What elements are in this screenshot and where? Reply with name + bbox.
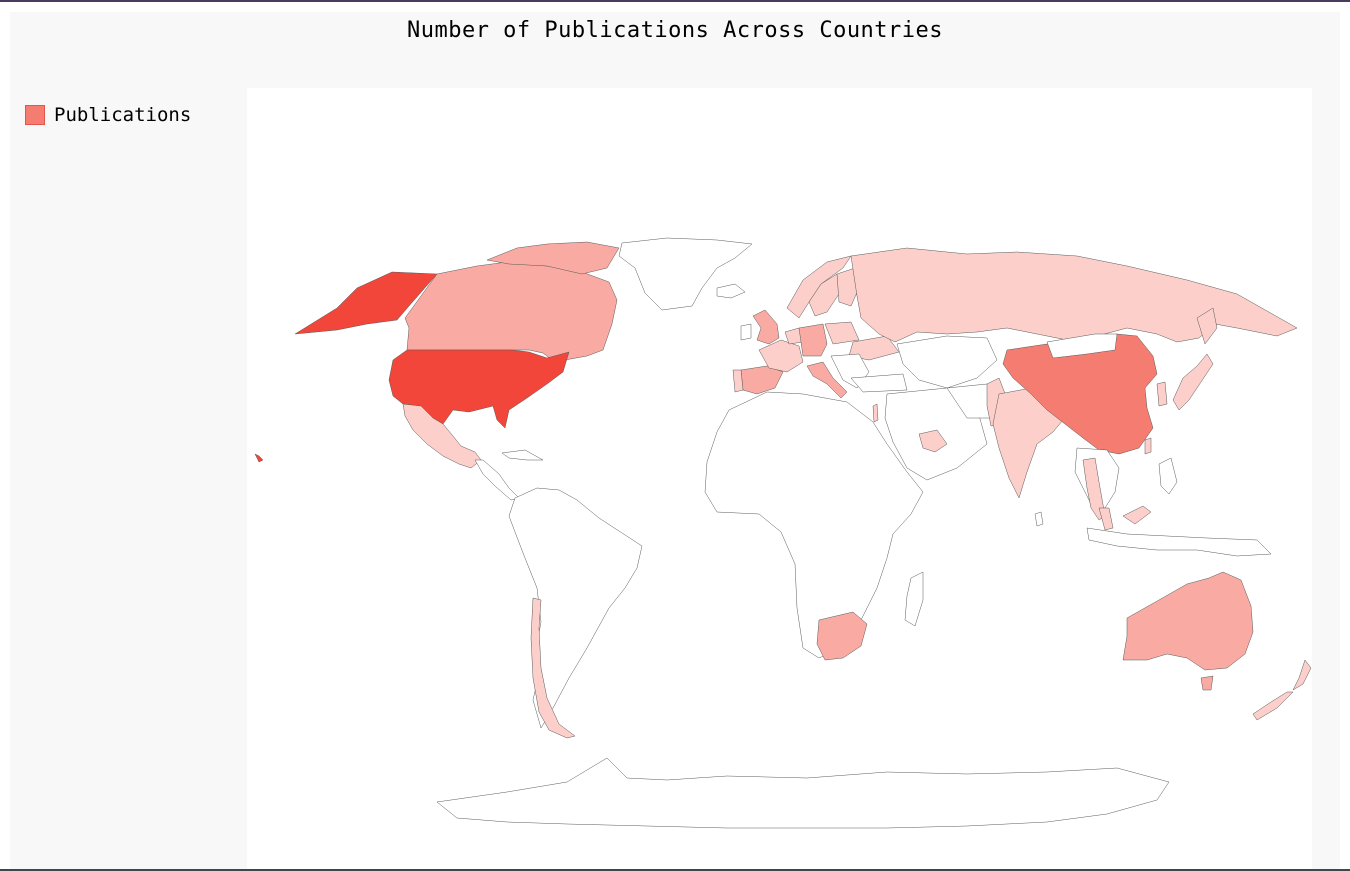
country-france[interactable] xyxy=(758,339,804,373)
window-top-border xyxy=(0,0,1350,2)
legend[interactable]: Publications xyxy=(25,104,191,126)
region-caribbean xyxy=(501,449,544,461)
country-new-zealand-south[interactable] xyxy=(1252,691,1294,721)
region-central-asia xyxy=(896,335,998,389)
country-taiwan[interactable] xyxy=(1144,437,1152,455)
country-canada-arctic-islands[interactable] xyxy=(486,241,620,275)
country-chile[interactable] xyxy=(530,597,576,739)
country-sri-lanka xyxy=(1034,511,1044,527)
country-new-zealand[interactable] xyxy=(1292,659,1312,691)
country-ireland[interactable] xyxy=(740,323,752,341)
region-south-america xyxy=(508,487,643,729)
country-japan[interactable] xyxy=(1172,353,1214,411)
country-madagascar xyxy=(904,571,924,627)
country-united-states-alaska[interactable] xyxy=(294,271,438,335)
country-portugal[interactable] xyxy=(732,369,744,393)
legend-swatch xyxy=(25,105,45,125)
country-saudi-arabia[interactable] xyxy=(918,429,948,453)
region-indonesia xyxy=(1086,527,1272,557)
country-turkey[interactable] xyxy=(850,373,908,393)
world-map xyxy=(254,237,1312,829)
country-ukraine[interactable] xyxy=(848,335,900,361)
country-germany[interactable] xyxy=(798,323,828,357)
country-greenland[interactable] xyxy=(618,237,753,311)
region-philippines xyxy=(1158,457,1178,495)
country-poland[interactable] xyxy=(824,321,860,345)
chart-title: Number of Publications Across Countries xyxy=(406,18,944,43)
country-south-africa[interactable] xyxy=(816,611,868,661)
country-israel[interactable] xyxy=(872,403,879,423)
map-plot-area xyxy=(247,88,1312,869)
country-australia-tasmania[interactable] xyxy=(1200,675,1214,691)
region-antarctica xyxy=(436,757,1170,829)
country-united-states[interactable] xyxy=(388,349,570,429)
country-mongolia xyxy=(1046,333,1118,359)
country-australia[interactable] xyxy=(1122,571,1254,671)
country-russia[interactable] xyxy=(850,247,1298,343)
country-united-kingdom[interactable] xyxy=(752,309,780,345)
window-bottom-border xyxy=(0,869,1350,871)
region-central-america xyxy=(474,459,520,501)
country-russia-kamchatka[interactable] xyxy=(1196,307,1218,345)
country-canada[interactable] xyxy=(404,261,618,361)
country-finland[interactable] xyxy=(836,267,860,307)
country-italy[interactable] xyxy=(806,361,848,399)
country-spain[interactable] xyxy=(740,365,784,395)
country-malaysia[interactable] xyxy=(1098,507,1114,531)
legend-label: Publications xyxy=(54,104,192,126)
country-china[interactable] xyxy=(1002,333,1158,455)
country-united-states-hawaii[interactable] xyxy=(254,453,264,463)
country-iceland[interactable] xyxy=(716,283,746,299)
country-south-korea[interactable] xyxy=(1156,381,1168,407)
country-malaysia-borneo[interactable] xyxy=(1122,505,1152,525)
